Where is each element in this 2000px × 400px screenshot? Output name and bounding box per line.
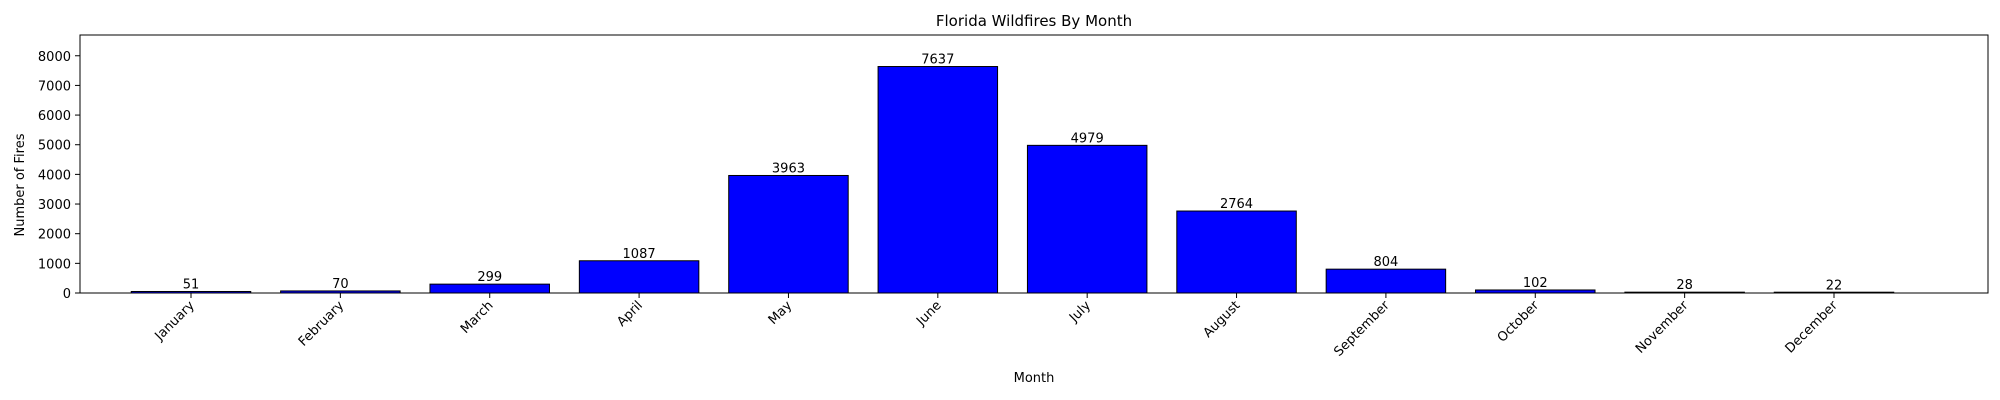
x-tick-label-november: November — [1633, 298, 1692, 357]
chart-title: Florida Wildfires By Month — [936, 12, 1132, 30]
bar-september — [1325, 268, 1447, 294]
x-tick-label-may: May — [766, 298, 796, 328]
y-axis-label: Number of Fires — [13, 133, 28, 236]
x-tick-label-october: October — [1495, 298, 1543, 346]
bar-may — [728, 174, 849, 294]
bar-april — [578, 260, 700, 294]
bar-march — [429, 283, 550, 294]
data-label-february: 70 — [332, 277, 349, 292]
data-label-october: 102 — [1523, 276, 1548, 291]
bar-july — [1026, 144, 1148, 294]
bar-august — [1176, 210, 1297, 294]
x-tick-label-july: July — [1066, 298, 1094, 326]
x-tick-label-june: June — [913, 298, 944, 329]
y-tick-label: 4000 — [38, 168, 71, 183]
y-tick-label: 3000 — [38, 198, 71, 213]
data-label-march: 299 — [477, 270, 502, 285]
data-label-august: 2764 — [1220, 197, 1253, 212]
data-label-april: 1087 — [623, 247, 656, 262]
y-tick-label: 6000 — [38, 109, 71, 124]
x-tick-label-august: August — [1201, 298, 1244, 341]
data-label-december: 22 — [1826, 278, 1843, 293]
x-tick-label-september: September — [1331, 298, 1393, 360]
data-label-january: 51 — [183, 277, 200, 292]
x-tick-label-march: March — [458, 298, 497, 337]
data-label-july: 4979 — [1071, 131, 1104, 146]
y-tick-label: 8000 — [38, 50, 71, 65]
plot-frame — [79, 34, 1989, 294]
bar-june — [877, 66, 999, 294]
y-tick-label: 7000 — [38, 79, 71, 94]
x-axis-label: Month — [1014, 371, 1055, 386]
data-label-september: 804 — [1373, 255, 1398, 270]
x-tick-label-december: December — [1783, 298, 1842, 357]
plot-area: 0 1000 2000 3000 4000 5000 6000 7000 8000 51 Janua… — [38, 50, 1895, 360]
y-tick-label: 5000 — [38, 139, 71, 154]
x-tick-label-february: February — [296, 298, 348, 350]
data-label-may: 3963 — [772, 161, 805, 176]
y-tick-label: 0 — [63, 287, 71, 302]
y-tick-label: 1000 — [38, 257, 71, 272]
data-label-november: 28 — [1676, 278, 1693, 293]
x-tick-label-april: April — [614, 298, 646, 330]
x-tick-label-january: January — [152, 298, 198, 344]
y-tick-label: 2000 — [38, 228, 71, 243]
data-label-june: 7637 — [921, 53, 954, 68]
